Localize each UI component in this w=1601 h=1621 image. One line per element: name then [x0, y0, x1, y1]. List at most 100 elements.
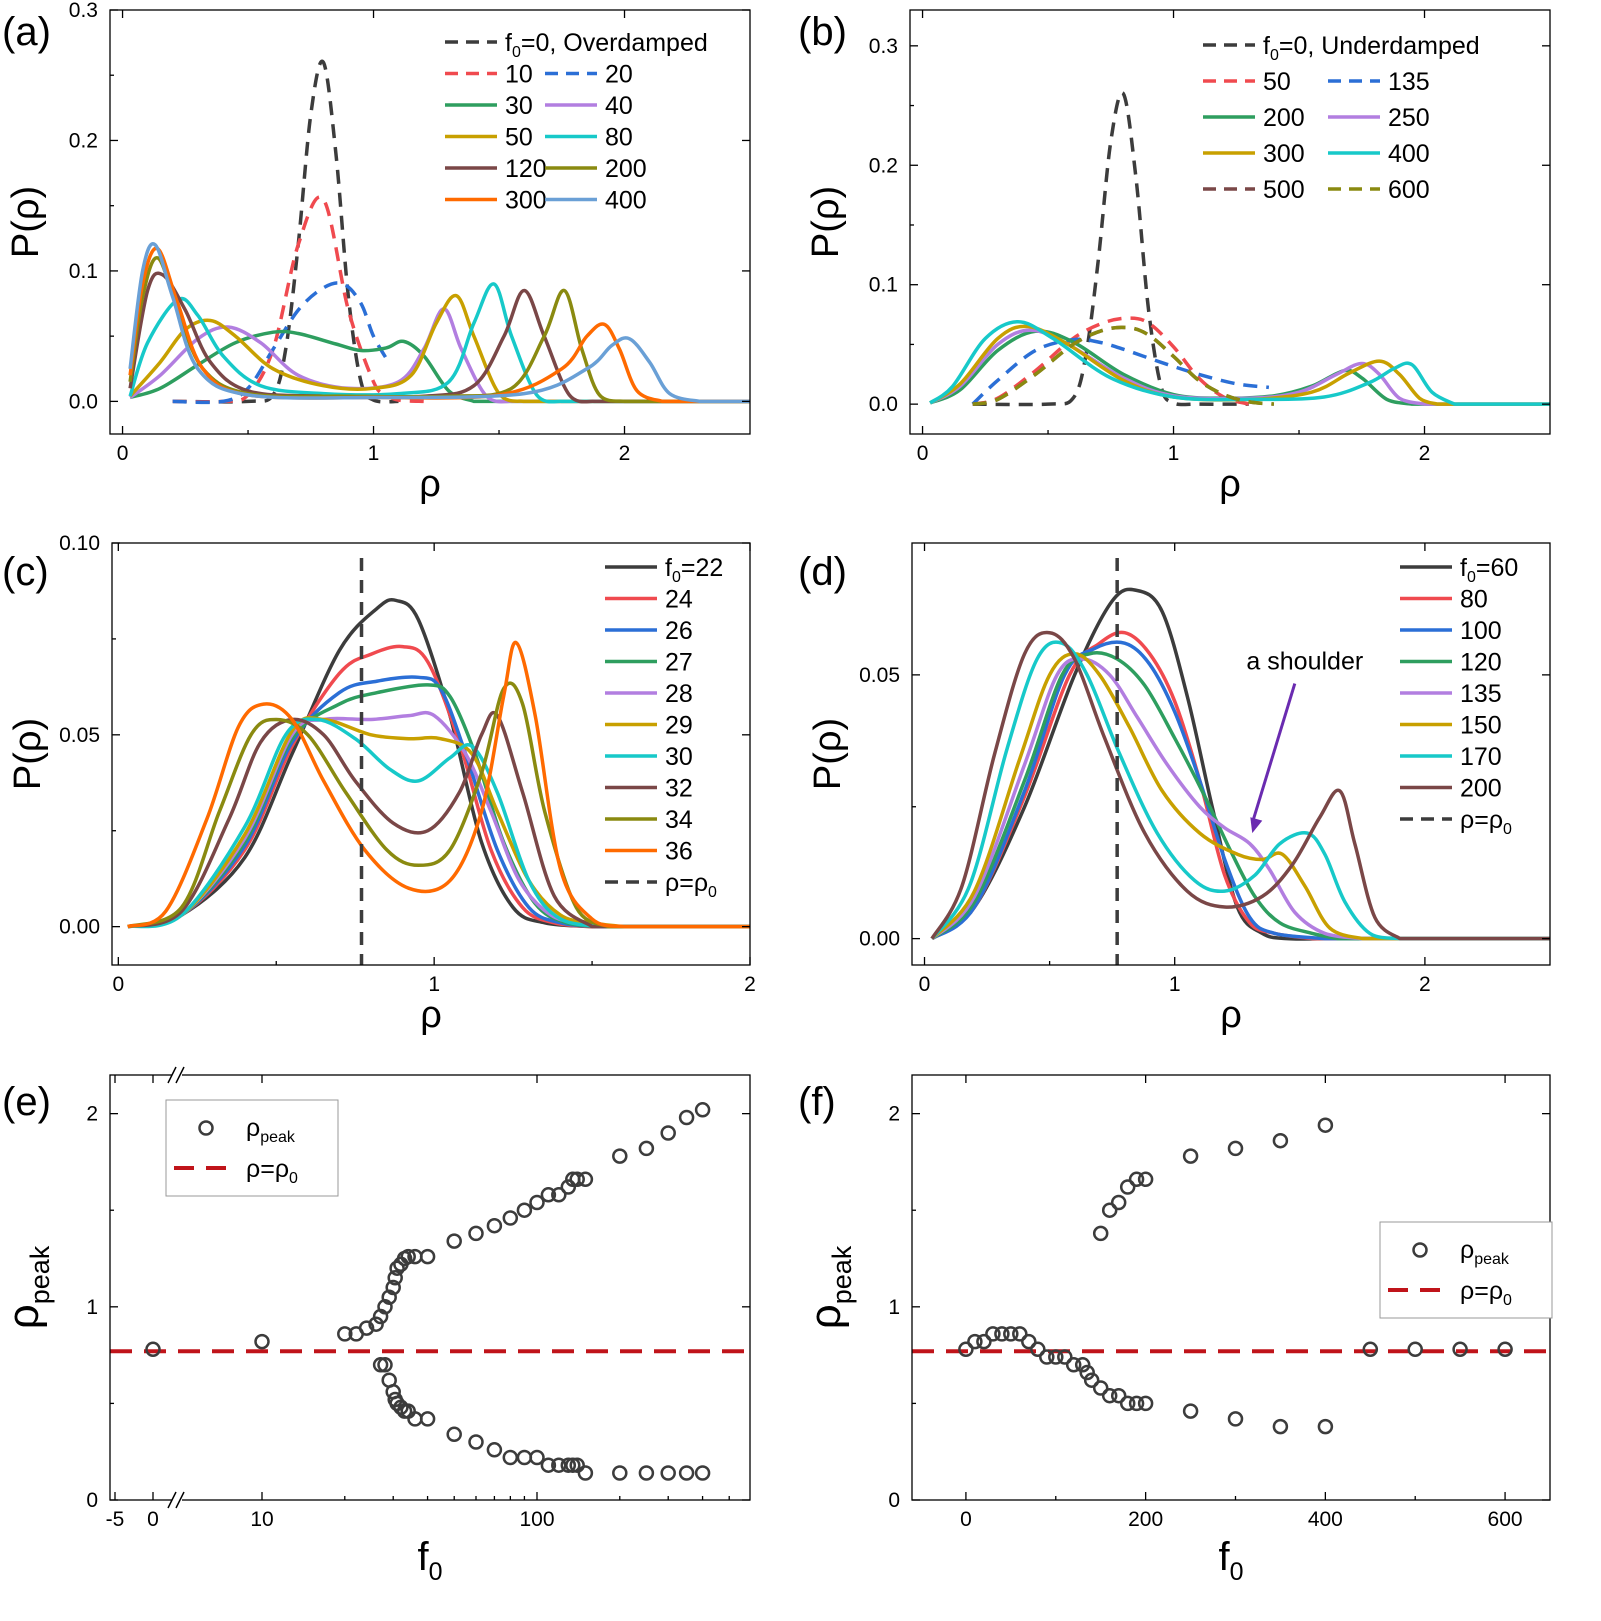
text-run: 50 — [505, 124, 533, 152]
data-point — [1137, 1395, 1154, 1412]
y-axis-title-group: P(ρ) — [805, 186, 847, 258]
data-point — [612, 1465, 628, 1481]
y-tick-label: 1 — [888, 1296, 900, 1319]
panel-label: (e) — [2, 1080, 51, 1124]
text-run: f — [1218, 1535, 1230, 1579]
legend-label: 135 — [1460, 680, 1502, 708]
data-point — [1110, 1194, 1127, 1211]
data-point — [1182, 1148, 1199, 1164]
series-line — [930, 657, 1550, 941]
data-point — [540, 1187, 557, 1203]
text-run: 100 — [1460, 617, 1502, 645]
text-run: f — [505, 29, 512, 57]
text-run: 36 — [665, 838, 693, 866]
data-point — [1407, 1341, 1423, 1358]
y-tick-label: 0.05 — [859, 664, 900, 687]
data-point — [994, 1326, 1010, 1342]
text-run: ρ — [1460, 1236, 1474, 1264]
x-axis-title: f0 — [1218, 1535, 1243, 1586]
y-tick-label: 0.2 — [69, 129, 98, 152]
data-point — [560, 1179, 577, 1195]
text-run: 170 — [1460, 743, 1502, 771]
legend-label: 30 — [505, 92, 533, 120]
data-point — [569, 1171, 585, 1188]
text-run: 120 — [1460, 649, 1502, 677]
text-run: 300 — [1263, 140, 1305, 168]
data-point — [502, 1210, 519, 1226]
text-run: =0, Underdamped — [1279, 32, 1480, 60]
series-line — [127, 716, 750, 929]
data-point — [337, 1326, 353, 1342]
data-point — [1092, 1225, 1109, 1242]
data-point — [560, 1457, 577, 1473]
data-point — [1079, 1364, 1095, 1381]
data-point — [958, 1341, 974, 1358]
text-run: =0, Overdamped — [521, 29, 708, 57]
series-line — [972, 91, 1249, 407]
legend: ρpeak ρ=ρ0 — [1379, 1221, 1553, 1319]
x-tick-label: 2 — [744, 973, 756, 996]
y-tick-label: 0.3 — [869, 35, 898, 58]
x-tick-label: 0 — [147, 1508, 159, 1531]
legend-label: 120 — [1460, 649, 1502, 677]
x-tick-label: -5 — [106, 1508, 125, 1531]
x-tick-label: 0 — [919, 973, 931, 996]
series-line — [128, 282, 750, 404]
legend-label: 20 — [605, 61, 633, 89]
data-point — [1119, 1395, 1136, 1412]
annotation-arrowhead — [1250, 817, 1263, 834]
y-axis-title-group: P(ρ) — [7, 718, 49, 790]
text-run: 150 — [1460, 712, 1502, 740]
legend-label: 250 — [1388, 104, 1430, 132]
text-run: ρ — [0, 1304, 48, 1329]
text-run: =60 — [1476, 554, 1518, 582]
data-point — [468, 1434, 484, 1450]
legend-label: 36 — [665, 838, 693, 866]
data-point — [577, 1465, 594, 1481]
data-point — [377, 1357, 393, 1373]
series-line — [127, 644, 750, 929]
data-point — [446, 1233, 462, 1249]
y-tick-label: 0.0 — [869, 393, 898, 416]
data-point — [678, 1465, 695, 1481]
data-point — [1128, 1395, 1145, 1412]
legend-label: 34 — [665, 806, 693, 834]
text-run: 135 — [1460, 680, 1502, 708]
subscript: 0 — [1503, 821, 1512, 838]
legend-label: 24 — [665, 586, 693, 614]
y-tick-label: 0.1 — [69, 260, 98, 283]
text-run: 26 — [665, 617, 693, 645]
y-tick-label: 0.1 — [869, 274, 898, 297]
text-run: 32 — [665, 775, 693, 803]
series-line — [930, 630, 1550, 941]
legend-marker — [1412, 1242, 1428, 1258]
data-point — [1119, 1179, 1136, 1195]
data-point — [486, 1442, 503, 1458]
text-run: 250 — [1388, 104, 1430, 132]
y-axis-title: ρpeak — [801, 1245, 857, 1329]
data-point — [419, 1411, 436, 1427]
plot-frame — [109, 9, 751, 435]
legend-label: 40 — [605, 92, 633, 120]
y-tick-label: 2 — [86, 1103, 98, 1126]
legend-label: 200 — [1263, 104, 1305, 132]
data-point — [1227, 1140, 1244, 1157]
series-line — [127, 675, 750, 929]
text-run: 28 — [665, 680, 693, 708]
y-axis-title: P(ρ) — [5, 186, 47, 258]
annotation-arrow — [1250, 683, 1297, 824]
data-point — [678, 1109, 695, 1126]
legend-label: 50 — [505, 124, 533, 152]
legend-label: f0=0, Overdamped — [505, 29, 708, 61]
x-tick-label: 600 — [1488, 1508, 1523, 1531]
data-point — [967, 1333, 983, 1350]
series-line — [930, 650, 1550, 941]
text-run: 200 — [605, 155, 647, 183]
data-point — [1272, 1132, 1289, 1149]
y-tick-label: 2 — [888, 1103, 900, 1126]
legend: f0=0, Underdamped 50 135 200 250 300 400 500 600 — [1203, 32, 1480, 204]
series-line — [127, 681, 750, 929]
legend-label: 300 — [505, 187, 547, 215]
